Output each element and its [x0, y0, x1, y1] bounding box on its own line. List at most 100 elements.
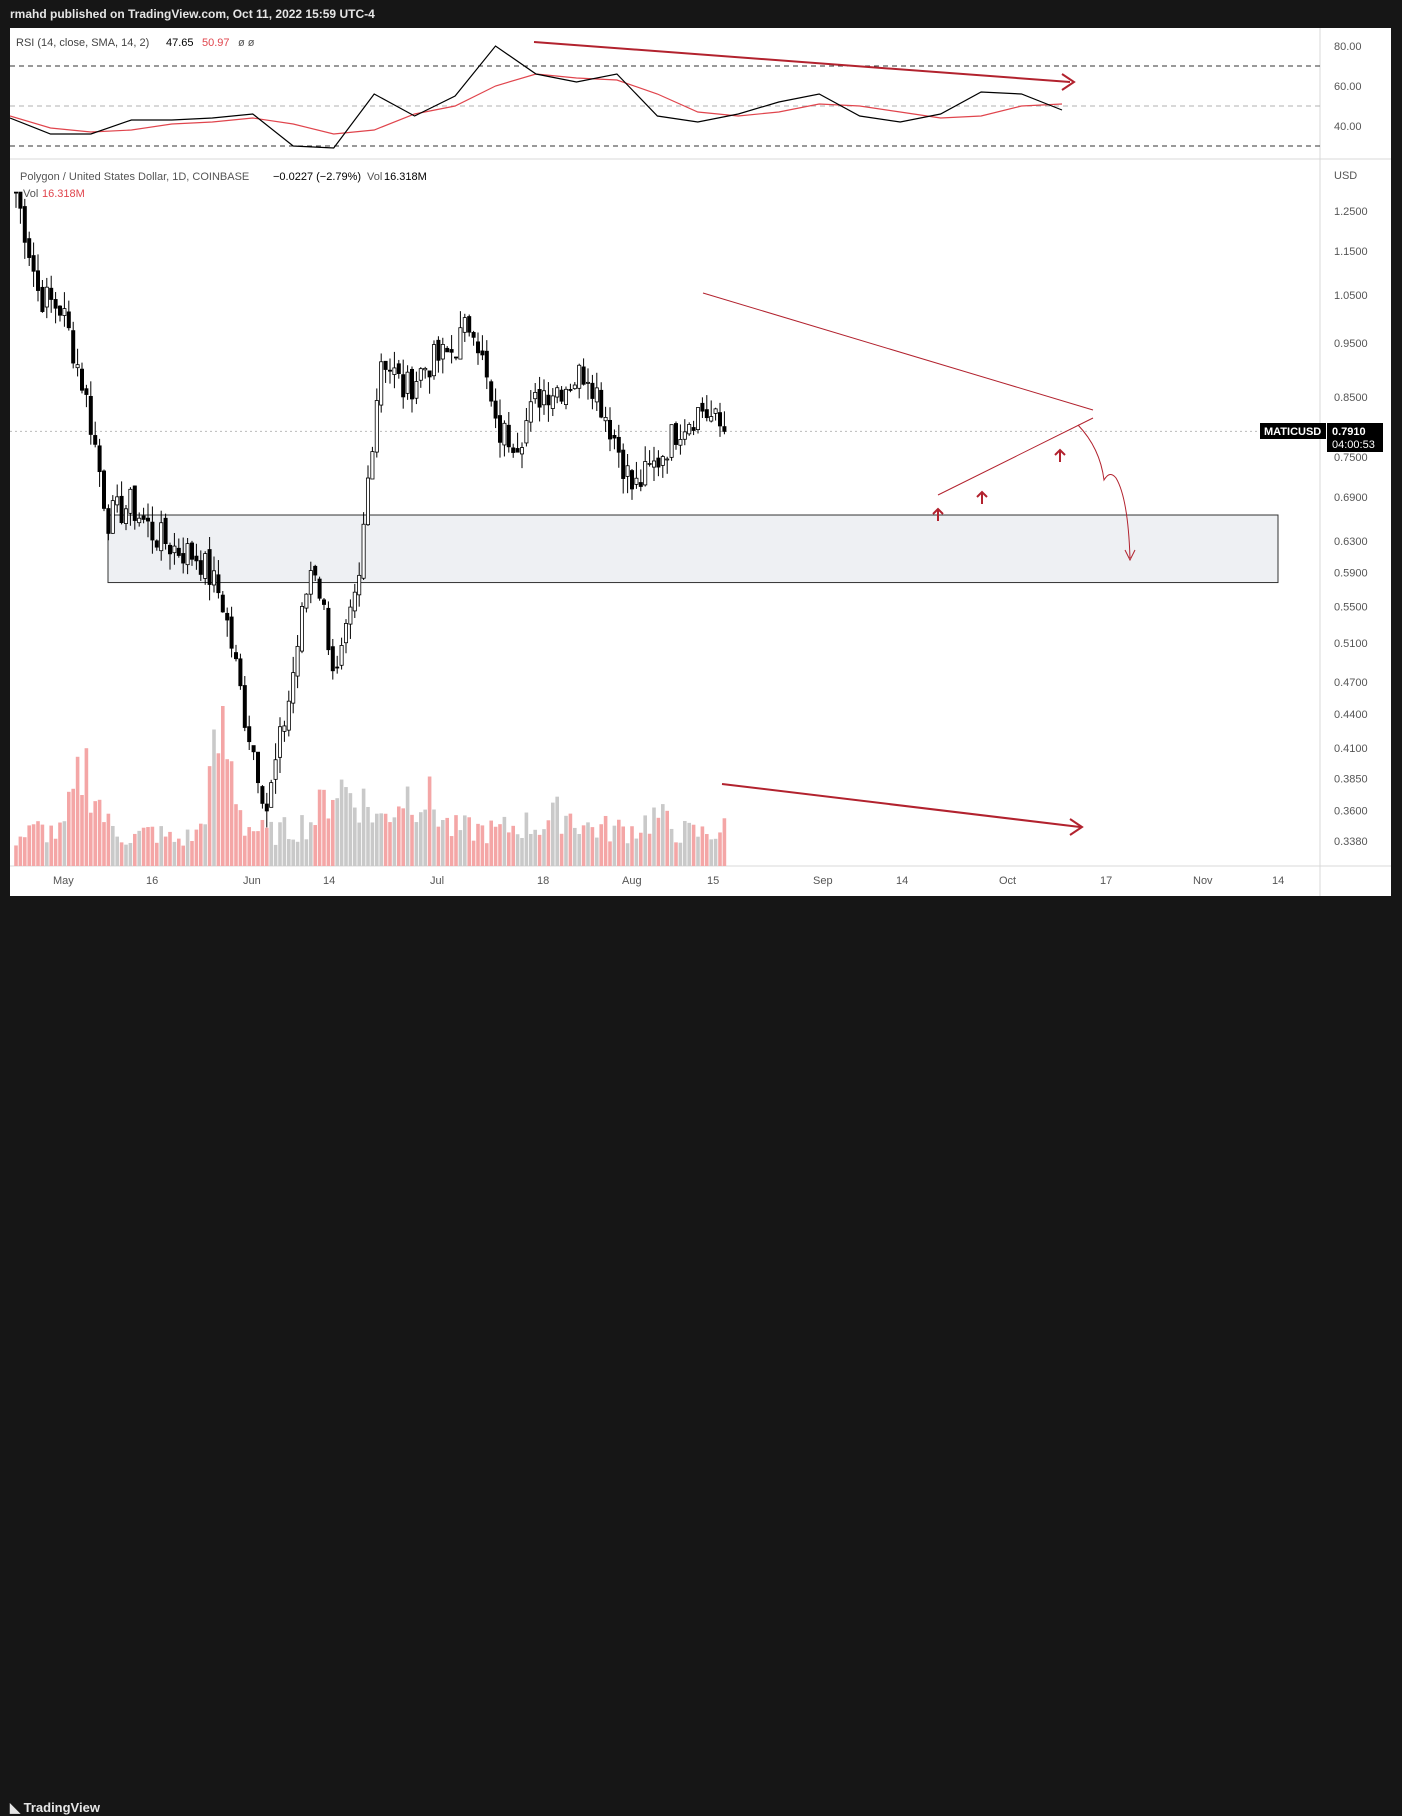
time-tick-label: Sep	[813, 875, 833, 887]
volume-bar	[405, 786, 410, 866]
candle-body	[335, 666, 340, 669]
candle-body	[475, 341, 480, 354]
volume-bar	[106, 813, 111, 866]
candle-body	[159, 522, 164, 552]
candle-body	[590, 382, 595, 399]
candle-body	[401, 374, 406, 398]
volume-bar	[617, 819, 621, 866]
volume-bar	[40, 824, 45, 866]
volume-bar	[89, 812, 93, 866]
candle-body	[704, 409, 709, 419]
volume-bar	[172, 841, 177, 866]
price-tick-label: 1.2500	[1334, 206, 1368, 218]
price-tag-layer: MATICUSD 0.7910 04:00:53	[1260, 423, 1383, 452]
tradingview-brand: TradingView	[23, 1800, 100, 1815]
volume-bar	[251, 831, 256, 866]
bottom-bar: ◣ TradingView	[0, 896, 1402, 1815]
price-tick-label: 0.8500	[1334, 392, 1368, 404]
volume-bar	[375, 813, 379, 866]
volume-bar	[608, 841, 612, 866]
candle-body	[480, 350, 485, 356]
chart-frame[interactable]: 80.00 60.00 40.00 1.2500 1.1500 1.0500 0.9500 0…	[10, 28, 1391, 896]
candle-body	[14, 191, 19, 194]
candle-body	[361, 523, 366, 579]
volume-bar	[247, 827, 251, 866]
candle-body	[44, 286, 49, 308]
candle-body	[625, 465, 630, 477]
volume-bar	[124, 844, 128, 866]
candle-body	[299, 606, 304, 652]
candle-body	[682, 431, 687, 440]
volume-bar	[27, 825, 31, 866]
time-tick-label: Aug	[622, 875, 642, 887]
candle-body	[546, 394, 551, 406]
volume-bar	[84, 748, 89, 866]
candle-body	[137, 517, 142, 524]
rsi-tick-label: 40.00	[1334, 121, 1362, 133]
chart-canvas[interactable]: 80.00 60.00 40.00 1.2500 1.1500 1.0500 0.9500 0…	[10, 28, 1391, 896]
volume-bar	[344, 787, 348, 866]
volume-bar	[234, 804, 238, 866]
price-tick-label: 0.9500	[1334, 338, 1368, 350]
candle-body	[515, 448, 520, 453]
volume-bar	[14, 845, 18, 866]
candle-body	[251, 745, 256, 753]
volume-bar	[45, 842, 49, 866]
axis-layer: 80.00 60.00 40.00 1.2500 1.1500 1.0500 0.9500 0…	[53, 41, 1368, 887]
time-tick-label: Jun	[243, 875, 261, 887]
volume-bar	[18, 836, 23, 866]
volume-bar	[278, 822, 282, 866]
price-tick-label: 0.5100	[1334, 638, 1368, 650]
volume-bar	[485, 843, 489, 866]
tradingview-logo[interactable]: ◣ TradingView	[10, 1800, 100, 1816]
volume-bar	[23, 837, 27, 866]
price-tick-label: 0.3850	[1334, 773, 1368, 785]
candle-body	[189, 542, 194, 560]
volume-bar	[577, 833, 581, 866]
volume-bar	[392, 817, 397, 866]
volume-bar	[361, 788, 366, 866]
candle-body	[277, 726, 282, 758]
volume-bar	[133, 833, 137, 866]
volume-bar	[683, 820, 687, 866]
candle-body	[247, 726, 252, 743]
candle-body	[427, 370, 432, 378]
time-tick-label: Jul	[430, 875, 444, 887]
volume-bar	[678, 842, 683, 866]
candle-body	[295, 645, 300, 677]
volume-bar	[212, 729, 216, 866]
candle-body	[27, 238, 32, 258]
candle-body	[84, 388, 89, 395]
tradingview-logo-icon: ◣	[10, 1800, 24, 1815]
volume-bar	[265, 827, 269, 866]
rsi-sma-legend-value: 50.97	[202, 37, 230, 49]
volume-bar	[449, 836, 454, 866]
candle-body	[198, 560, 203, 575]
volume-bar	[31, 824, 36, 866]
candle-body	[58, 305, 63, 316]
volume-bar	[287, 839, 291, 866]
rsi-line	[10, 45, 1063, 149]
volume-bar	[80, 795, 84, 866]
time-tick-label: 14	[323, 875, 335, 887]
candle-body	[124, 508, 129, 524]
volume-trend-arrowhead	[1069, 818, 1084, 836]
time-tick-label: 14	[1272, 875, 1284, 887]
volume-bar	[705, 834, 709, 866]
candle-body	[533, 391, 538, 400]
volume-bar	[634, 838, 639, 866]
volume-bar	[243, 835, 247, 866]
candle-body	[80, 368, 85, 391]
candle-body	[225, 612, 230, 621]
volume-bar	[599, 824, 603, 866]
candle-body	[564, 388, 569, 405]
volume-bar	[313, 825, 317, 866]
candle-body	[326, 607, 331, 651]
price-tick-label: 1.1500	[1334, 246, 1368, 258]
volume-bar	[647, 833, 652, 866]
candle-body	[511, 447, 516, 453]
volume-bar	[282, 817, 287, 866]
volume-bar	[546, 820, 551, 866]
volume-bar	[185, 829, 190, 866]
candle-body	[638, 482, 643, 487]
